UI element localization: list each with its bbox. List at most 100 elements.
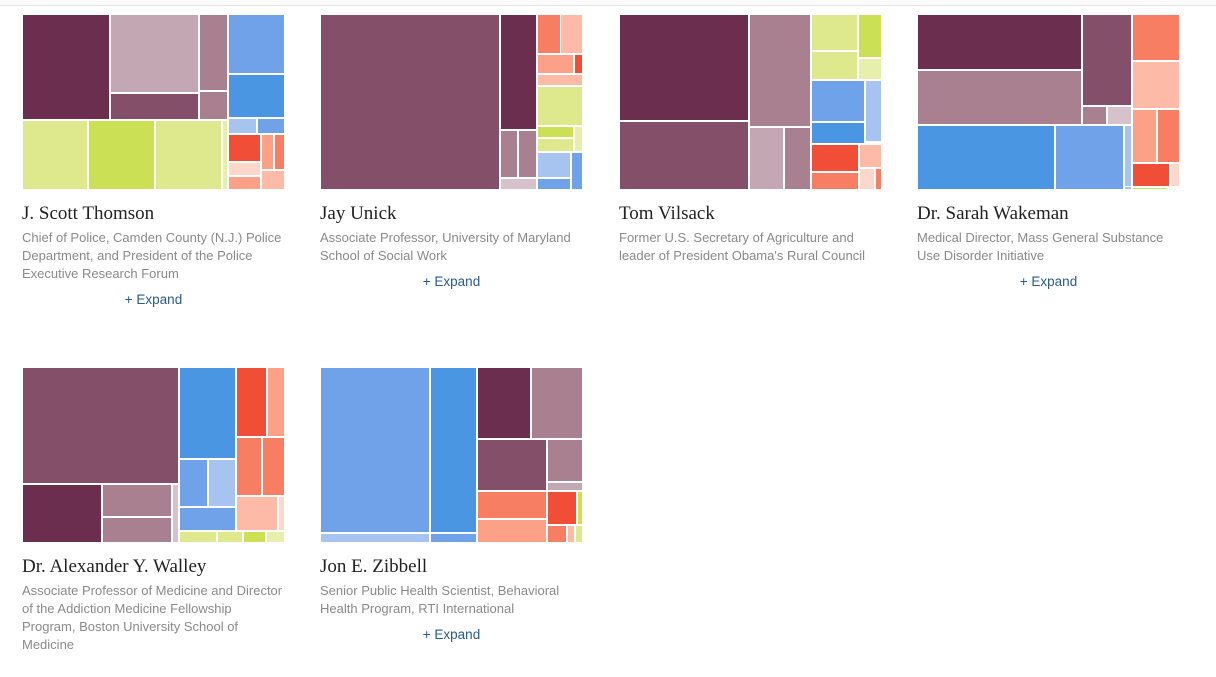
treemap-cell[interactable]	[1132, 163, 1170, 187]
treemap-cell[interactable]	[859, 144, 882, 168]
treemap-cell[interactable]	[1132, 187, 1168, 190]
treemap-cell[interactable]	[917, 125, 1055, 190]
treemap-cell[interactable]	[518, 130, 537, 178]
treemap-cell[interactable]	[477, 367, 531, 439]
treemap-cell[interactable]	[811, 14, 858, 51]
treemap-cell[interactable]	[477, 519, 547, 543]
treemap-cell[interactable]	[865, 80, 882, 142]
treemap-cell[interactable]	[577, 491, 583, 525]
treemap-cell[interactable]	[531, 367, 583, 439]
expand-button[interactable]: + Expand	[422, 274, 481, 289]
treemap-cell[interactable]	[430, 367, 477, 533]
treemap-cell[interactable]	[1132, 61, 1180, 109]
treemap-cell[interactable]	[228, 74, 285, 118]
treemap-cell[interactable]	[547, 439, 583, 482]
treemap-cell[interactable]	[859, 168, 875, 190]
treemap-cell[interactable]	[811, 80, 865, 122]
treemap-cell[interactable]	[1132, 109, 1157, 163]
treemap-cell[interactable]	[619, 14, 749, 121]
treemap-cell[interactable]	[179, 531, 217, 543]
treemap-cell[interactable]	[22, 14, 110, 120]
treemap-cell[interactable]	[477, 439, 547, 491]
treemap-cell[interactable]	[537, 126, 574, 138]
treemap-cell[interactable]	[155, 120, 222, 190]
treemap-cell[interactable]	[567, 525, 575, 543]
treemap-cell[interactable]	[266, 531, 285, 543]
treemap-cell[interactable]	[1082, 106, 1107, 125]
treemap-cell[interactable]	[537, 138, 574, 152]
treemap-cell[interactable]	[228, 162, 261, 176]
treemap-cell[interactable]	[179, 367, 236, 459]
treemap-cell[interactable]	[228, 118, 257, 134]
treemap-cell[interactable]	[749, 14, 811, 127]
treemap-cell[interactable]	[917, 14, 1082, 70]
treemap-cell[interactable]	[261, 134, 274, 170]
treemap-cell[interactable]	[560, 14, 583, 54]
treemap-cell[interactable]	[500, 178, 537, 190]
treemap-unick[interactable]	[320, 14, 583, 190]
treemap-cell[interactable]	[257, 118, 285, 134]
treemap-cell[interactable]	[784, 127, 811, 190]
treemap-cell[interactable]	[1082, 14, 1132, 106]
treemap-cell[interactable]	[537, 178, 571, 190]
treemap-cell[interactable]	[199, 14, 228, 91]
treemap-cell[interactable]	[571, 152, 583, 190]
treemap-cell[interactable]	[811, 122, 865, 144]
treemap-cell[interactable]	[278, 496, 285, 531]
treemap-cell[interactable]	[537, 152, 571, 178]
treemap-cell[interactable]	[811, 51, 858, 80]
treemap-cell[interactable]	[749, 127, 784, 190]
expand-button[interactable]: + Expand	[124, 292, 183, 307]
treemap-cell[interactable]	[430, 533, 477, 543]
treemap-vilsack[interactable]	[619, 14, 882, 190]
treemap-thomson[interactable]	[22, 14, 285, 190]
treemap-cell[interactable]	[858, 14, 882, 58]
treemap-cell[interactable]	[1157, 109, 1180, 163]
treemap-cell[interactable]	[222, 120, 228, 190]
treemap-cell[interactable]	[500, 14, 537, 130]
treemap-cell[interactable]	[1124, 186, 1132, 190]
treemap-cell[interactable]	[236, 437, 262, 496]
treemap-cell[interactable]	[477, 491, 547, 519]
treemap-cell[interactable]	[102, 517, 172, 543]
treemap-cell[interactable]	[320, 367, 430, 533]
treemap-cell[interactable]	[811, 144, 859, 172]
treemap-cell[interactable]	[267, 367, 285, 437]
treemap-cell[interactable]	[858, 58, 882, 80]
treemap-cell[interactable]	[1124, 125, 1132, 190]
treemap-cell[interactable]	[574, 126, 583, 152]
treemap-cell[interactable]	[228, 14, 285, 74]
treemap-cell[interactable]	[217, 531, 243, 543]
treemap-cell[interactable]	[619, 121, 749, 190]
treemap-cell[interactable]	[547, 482, 583, 491]
treemap-zibbell[interactable]	[320, 367, 583, 543]
treemap-cell[interactable]	[274, 134, 285, 170]
treemap-cell[interactable]	[261, 170, 285, 190]
treemap-cell[interactable]	[574, 54, 583, 74]
treemap-cell[interactable]	[1055, 125, 1124, 190]
treemap-cell[interactable]	[320, 533, 430, 543]
treemap-cell[interactable]	[500, 130, 518, 178]
treemap-cell[interactable]	[243, 531, 266, 543]
treemap-cell[interactable]	[110, 14, 199, 93]
treemap-cell[interactable]	[22, 120, 88, 190]
treemap-cell[interactable]	[236, 496, 278, 531]
treemap-cell[interactable]	[1107, 106, 1132, 125]
treemap-cell[interactable]	[110, 93, 199, 120]
treemap-wakeman[interactable]	[917, 14, 1180, 190]
treemap-cell[interactable]	[1170, 163, 1180, 187]
treemap-cell[interactable]	[537, 54, 574, 74]
treemap-cell[interactable]	[179, 459, 208, 507]
treemap-cell[interactable]	[172, 484, 179, 543]
treemap-cell[interactable]	[88, 120, 155, 190]
treemap-cell[interactable]	[917, 70, 1082, 125]
treemap-cell[interactable]	[811, 172, 859, 190]
treemap-cell[interactable]	[547, 525, 567, 543]
treemap-cell[interactable]	[1132, 14, 1180, 61]
treemap-cell[interactable]	[320, 14, 500, 190]
treemap-cell[interactable]	[236, 367, 267, 437]
treemap-cell[interactable]	[179, 507, 236, 531]
treemap-cell[interactable]	[199, 91, 228, 120]
expand-button[interactable]: + Expand	[422, 627, 481, 642]
expand-button[interactable]: + Expand	[1019, 274, 1078, 289]
